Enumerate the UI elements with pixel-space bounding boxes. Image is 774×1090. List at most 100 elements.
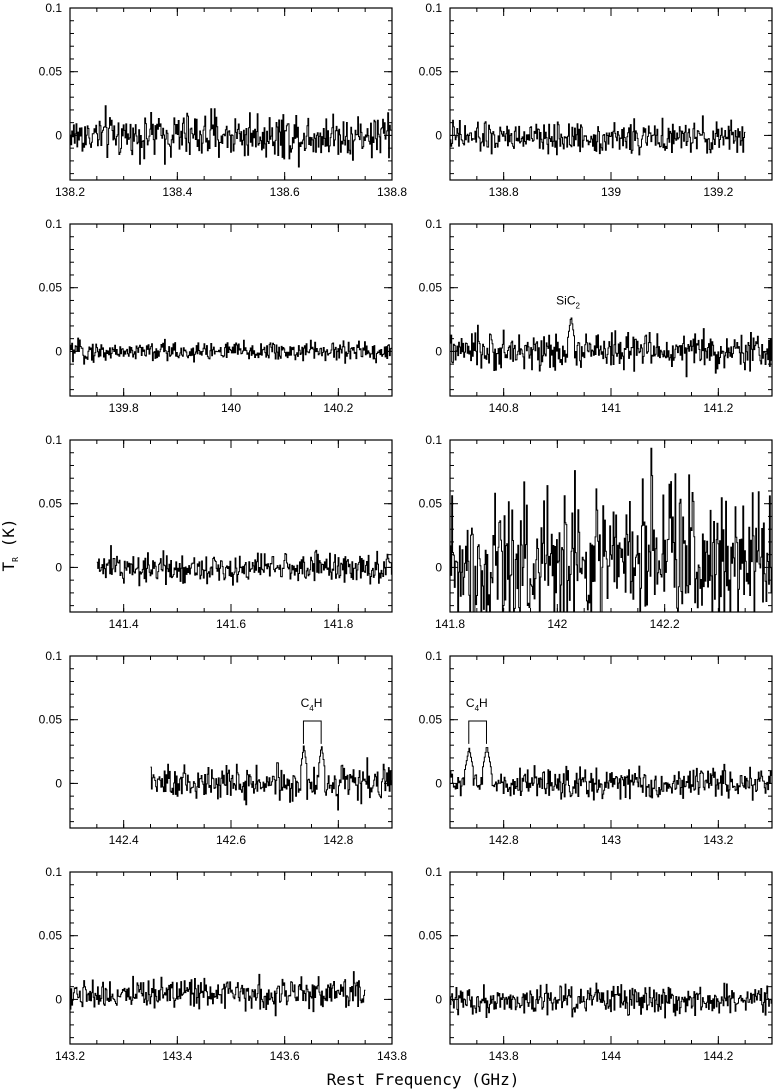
y-tick-label: 0.1 xyxy=(45,1,62,15)
y-axis-title-sub: R xyxy=(11,557,20,562)
y-tick-label: 0 xyxy=(435,128,442,142)
y-tick-label: 0.1 xyxy=(425,649,442,663)
y-tick-label: 0.1 xyxy=(425,433,442,447)
spectrum-line xyxy=(96,545,392,587)
x-tick-label: 141.8 xyxy=(323,617,353,631)
y-tick-label: 0 xyxy=(435,560,442,574)
y-tick-label: 0 xyxy=(435,344,442,358)
spectrum-panel: 0.1 0.05 0 138.8 139 139.2 xyxy=(419,1,773,199)
x-tick-label: 140.2 xyxy=(323,401,353,415)
line-bracket xyxy=(468,720,487,744)
panel-grid: 0.1 0.05 0 138.2 138.4 138.6 138.8 0.1 0.05 0 138.… xyxy=(39,1,773,1063)
panel-frame xyxy=(69,223,393,397)
panel-frame xyxy=(69,655,393,829)
y-tick-label: 0.05 xyxy=(39,281,63,295)
x-tick-label: 144 xyxy=(601,1049,621,1063)
x-tick-label: 141.4 xyxy=(109,617,139,631)
y-tick-label: 0.1 xyxy=(425,865,442,879)
line-label-main: SiC xyxy=(556,293,576,307)
x-tick-label: 142 xyxy=(547,617,567,631)
line-label-main: C xyxy=(301,696,310,710)
line-label: SiC2 xyxy=(556,293,580,310)
spectrum-line xyxy=(450,447,772,612)
x-tick-label: 142.4 xyxy=(109,833,139,847)
y-tick-label: 0.05 xyxy=(39,65,63,79)
x-tick-label: 138.8 xyxy=(377,185,407,199)
x-tick-label: 143 xyxy=(601,833,621,847)
x-tick-label: 142.6 xyxy=(216,833,246,847)
x-tick-label: 140.8 xyxy=(489,401,519,415)
panel-frame xyxy=(449,655,773,829)
x-tick-label: 143.6 xyxy=(270,1049,300,1063)
spectrum-panel: 0.1 0.05 0 139.8 140 140.2 xyxy=(39,217,393,415)
panel-frame xyxy=(449,871,773,1045)
spectrum-line xyxy=(450,982,772,1019)
x-tick-label: 143.2 xyxy=(703,833,733,847)
x-tick-label: 141.2 xyxy=(703,401,733,415)
y-tick-label: 0.1 xyxy=(45,865,62,879)
line-label-sub: 2 xyxy=(576,301,581,310)
spectrum-panel: 0.1 0.05 0 143.2 143.4 143.6 143.8 xyxy=(39,865,408,1063)
y-axis-title: TR (K) xyxy=(0,519,20,572)
x-tick-label: 138.8 xyxy=(489,185,519,199)
x-tick-label: 141.6 xyxy=(216,617,246,631)
spectrum-line xyxy=(450,747,772,801)
y-tick-label: 0 xyxy=(55,776,62,790)
y-tick-label: 0.05 xyxy=(419,713,443,727)
line-label-suffix: H xyxy=(479,696,488,710)
y-tick-label: 0 xyxy=(55,992,62,1006)
y-tick-label: 0.05 xyxy=(419,65,443,79)
x-tick-label: 138.4 xyxy=(162,185,192,199)
x-tick-label: 143.8 xyxy=(377,1049,407,1063)
x-tick-label: 143.2 xyxy=(55,1049,85,1063)
y-tick-label: 0 xyxy=(55,344,62,358)
spectrum-panel: 0.1 0.05 0 138.2 138.4 138.6 138.8 xyxy=(39,1,408,199)
x-tick-label: 142.8 xyxy=(489,833,519,847)
line-label: C4H xyxy=(466,696,488,713)
line-label: C4H xyxy=(301,696,323,713)
x-tick-label: 143.8 xyxy=(489,1049,519,1063)
x-tick-label: 144.2 xyxy=(703,1049,733,1063)
line-label-main: C xyxy=(466,696,475,710)
spectrum-panel: 0.1 0.05 0 142.4 142.6 142.8 C4H xyxy=(39,649,393,847)
x-tick-label: 139 xyxy=(601,185,621,199)
y-tick-label: 0 xyxy=(435,776,442,790)
y-tick-label: 0 xyxy=(55,128,62,142)
y-tick-label: 0.1 xyxy=(425,1,442,15)
x-tick-label: 138.2 xyxy=(55,185,85,199)
spectrum-panel: 0.1 0.05 0 143.8 144 144.2 xyxy=(419,865,773,1063)
x-axis-title: Rest Frequency (GHz) xyxy=(327,1070,520,1089)
y-tick-label: 0.05 xyxy=(39,497,63,511)
y-tick-label: 0 xyxy=(435,992,442,1006)
panel-frame xyxy=(69,871,393,1045)
x-tick-label: 140 xyxy=(221,401,241,415)
y-tick-label: 0.1 xyxy=(45,217,62,231)
y-tick-label: 0.1 xyxy=(425,217,442,231)
spectrum-line xyxy=(450,115,746,156)
line-label-sub: 4 xyxy=(309,704,314,713)
spectrum-panel: 0.1 0.05 0 141.8 142 142.2 xyxy=(419,433,773,631)
panel-frame xyxy=(449,223,773,397)
spectrum-panel: 0.1 0.05 0 141.4 141.6 141.8 xyxy=(39,433,393,631)
y-tick-label: 0.05 xyxy=(39,713,63,727)
line-label-suffix: H xyxy=(314,696,323,710)
x-tick-label: 139.8 xyxy=(109,401,139,415)
x-tick-label: 142.8 xyxy=(323,833,353,847)
y-tick-label: 0.1 xyxy=(45,433,62,447)
spectrum-panel: 0.1 0.05 0 142.8 143 143.2 C4H xyxy=(419,649,773,847)
y-tick-label: 0.1 xyxy=(45,649,62,663)
spectrum-line xyxy=(70,337,392,365)
x-tick-label: 139.2 xyxy=(703,185,733,199)
y-axis-title-main: T xyxy=(0,562,18,572)
y-tick-label: 0 xyxy=(55,560,62,574)
spectrum-line xyxy=(70,105,392,168)
x-tick-label: 143.4 xyxy=(162,1049,192,1063)
panel-frame xyxy=(69,439,393,613)
spectrum-line xyxy=(70,971,366,1017)
y-tick-label: 0.05 xyxy=(419,497,443,511)
y-tick-label: 0.05 xyxy=(419,929,443,943)
panel-frame xyxy=(449,7,773,181)
x-tick-label: 138.6 xyxy=(270,185,300,199)
spectrum-panel: 0.1 0.05 0 140.8 141 141.2 SiC2 xyxy=(419,217,773,415)
line-bracket xyxy=(302,720,322,744)
